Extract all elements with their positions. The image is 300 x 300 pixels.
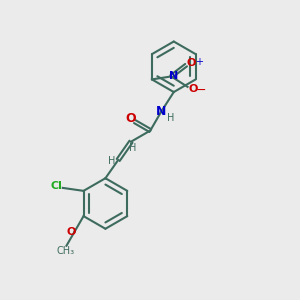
Text: H: H (108, 155, 116, 166)
Text: −: − (196, 84, 206, 97)
Text: N: N (156, 105, 167, 119)
Text: Cl: Cl (50, 181, 62, 190)
Text: H: H (167, 113, 175, 123)
Text: N: N (169, 71, 178, 81)
Text: O: O (67, 227, 76, 237)
Text: CH₃: CH₃ (56, 246, 74, 256)
Text: O: O (188, 84, 198, 94)
Text: H: H (129, 143, 136, 153)
Text: +: + (196, 57, 203, 67)
Text: O: O (125, 112, 136, 125)
Text: O: O (187, 58, 196, 68)
